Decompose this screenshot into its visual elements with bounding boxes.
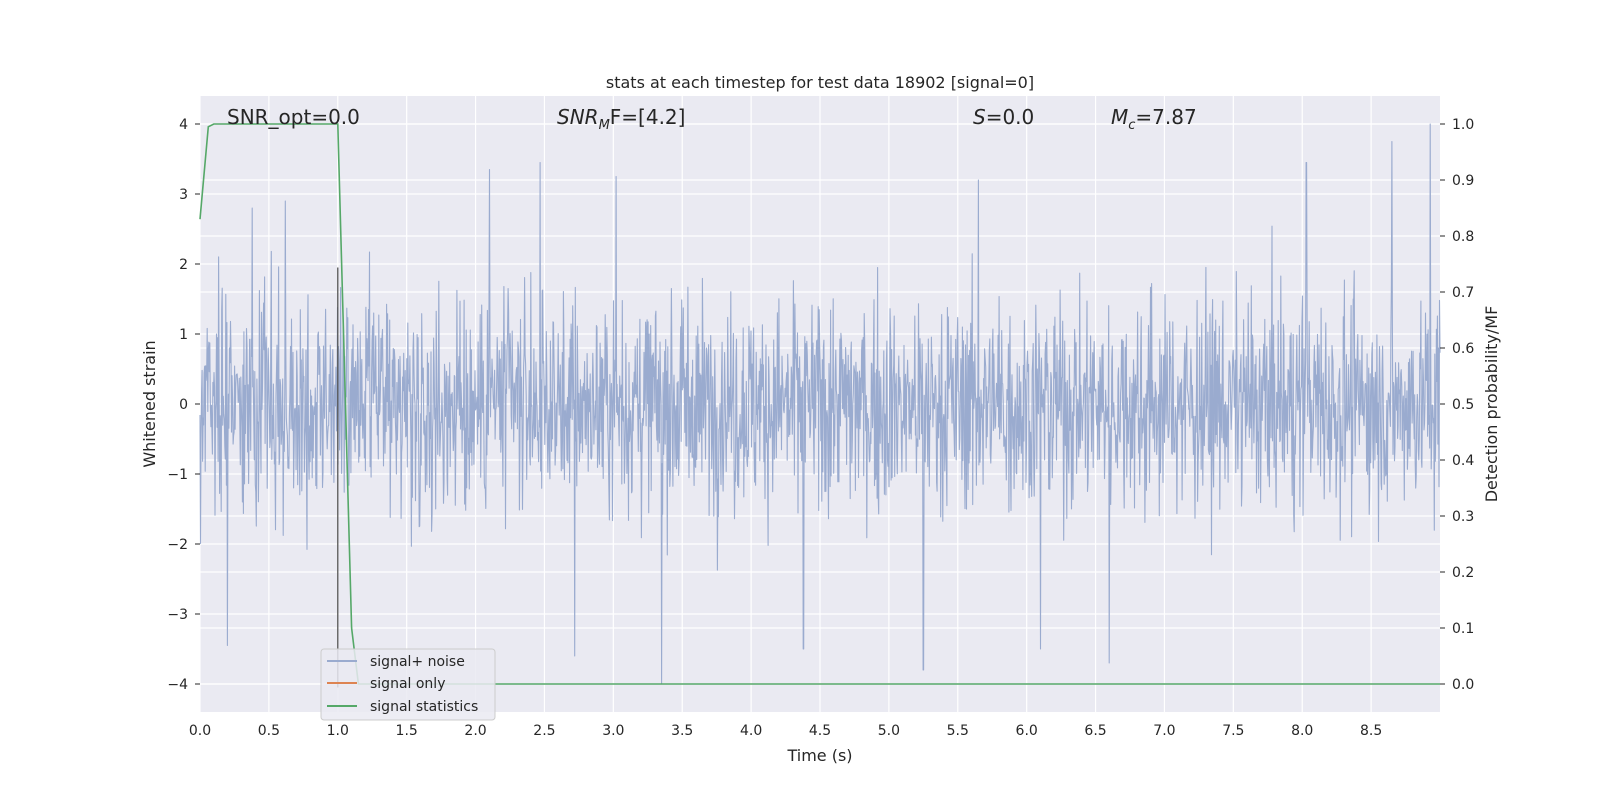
- chart-title: stats at each timestep for test data 189…: [606, 73, 1034, 92]
- x-tick-label: 2.5: [533, 723, 555, 739]
- x-tick-label: 4.5: [809, 723, 831, 739]
- annotation-mc: Mc=7.87: [1111, 105, 1197, 133]
- annotation-mc-sym: M: [1111, 105, 1128, 129]
- signal-noise-series: [199, 123, 1441, 685]
- y-axis-right-label: Detection probability/MF: [1482, 306, 1501, 503]
- y-tick-label: −1: [167, 467, 188, 483]
- annotation-s: S=0.0: [973, 105, 1034, 129]
- x-tick-label: 7.0: [1153, 723, 1175, 739]
- annotation-s-sym: S: [973, 105, 986, 129]
- annotation-mc-val: =7.87: [1135, 105, 1196, 129]
- x-tick-label: 6.5: [1084, 723, 1106, 739]
- y-tick-label: 0: [179, 397, 188, 413]
- y-right-tick-label: 0.6: [1452, 341, 1474, 357]
- y-tick-label: 3: [179, 187, 188, 203]
- legend-box: [320, 648, 496, 721]
- x-tick-label: 3.5: [671, 723, 693, 739]
- y-right-tick-label: 0.0: [1452, 677, 1474, 693]
- legend: signal+ noise signal only signal statist…: [320, 648, 496, 721]
- annotation-snr-mf: SNRMF=[4.2]: [557, 105, 685, 133]
- y-right-tick-label: 0.9: [1452, 173, 1474, 189]
- x-tick-label: 2.0: [464, 723, 486, 739]
- axis-ticks: 0.0 0.5 1.0 1.5 2.0 2.5 3.0 3.5 4.0 4.5 5.0 5.5 6.0 6…: [167, 117, 1474, 739]
- annotation-s-val: =0.0: [986, 105, 1035, 129]
- y-tick-label: 2: [179, 257, 188, 273]
- x-tick-label: 5.5: [947, 723, 969, 739]
- y-right-tick-label: 0.3: [1452, 509, 1474, 525]
- annotation-snr-mf-rest: F=[4.2]: [610, 105, 686, 129]
- legend-label-signal-noise: signal+ noise: [370, 654, 465, 670]
- y-right-tick-label: 0.8: [1452, 229, 1474, 245]
- x-tick-label: 0.5: [258, 723, 280, 739]
- x-tick-label: 1.5: [396, 723, 418, 739]
- annotations: SNR_opt=0.0 SNRMF=[4.2] S=0.0 Mc=7.87: [227, 105, 1197, 133]
- y-right-tick-label: 0.5: [1452, 397, 1474, 413]
- x-tick-label: 7.5: [1222, 723, 1244, 739]
- x-tick-label: 8.0: [1291, 723, 1313, 739]
- x-tick-label: 0.0: [189, 723, 211, 739]
- x-axis-label: Time (s): [786, 746, 852, 765]
- x-tick-label: 4.0: [740, 723, 762, 739]
- legend-label-signal-statistics: signal statistics: [370, 699, 478, 715]
- y-tick-label: −2: [167, 537, 188, 553]
- y-right-tick-label: 0.4: [1452, 453, 1474, 469]
- y-right-tick-label: 1.0: [1452, 117, 1474, 133]
- y-right-tick-label: 0.7: [1452, 285, 1474, 301]
- y-right-tick-label: 0.1: [1452, 621, 1474, 637]
- x-tick-label: 6.0: [1016, 723, 1038, 739]
- annotation-snr-mf-base: SNR: [557, 105, 599, 129]
- annotation-mc-sub: c: [1128, 118, 1135, 133]
- y-axis-label: Whitened strain: [140, 340, 159, 467]
- y-right-tick-label: 0.2: [1452, 565, 1474, 581]
- annotation-snr-opt: SNR_opt=0.0: [227, 105, 360, 129]
- x-tick-label: 3.0: [602, 723, 624, 739]
- y-tick-label: −3: [167, 607, 188, 623]
- x-tick-label: 8.5: [1360, 723, 1382, 739]
- x-tick-label: 1.0: [327, 723, 349, 739]
- signal-noise-line: [199, 123, 1441, 685]
- x-tick-label: 5.0: [878, 723, 900, 739]
- y-tick-label: 4: [179, 117, 188, 133]
- y-tick-label: −4: [167, 677, 188, 693]
- legend-label-signal-only: signal only: [370, 676, 445, 692]
- annotation-snr-mf-sub: M: [599, 118, 610, 133]
- y-tick-label: 1: [179, 327, 188, 343]
